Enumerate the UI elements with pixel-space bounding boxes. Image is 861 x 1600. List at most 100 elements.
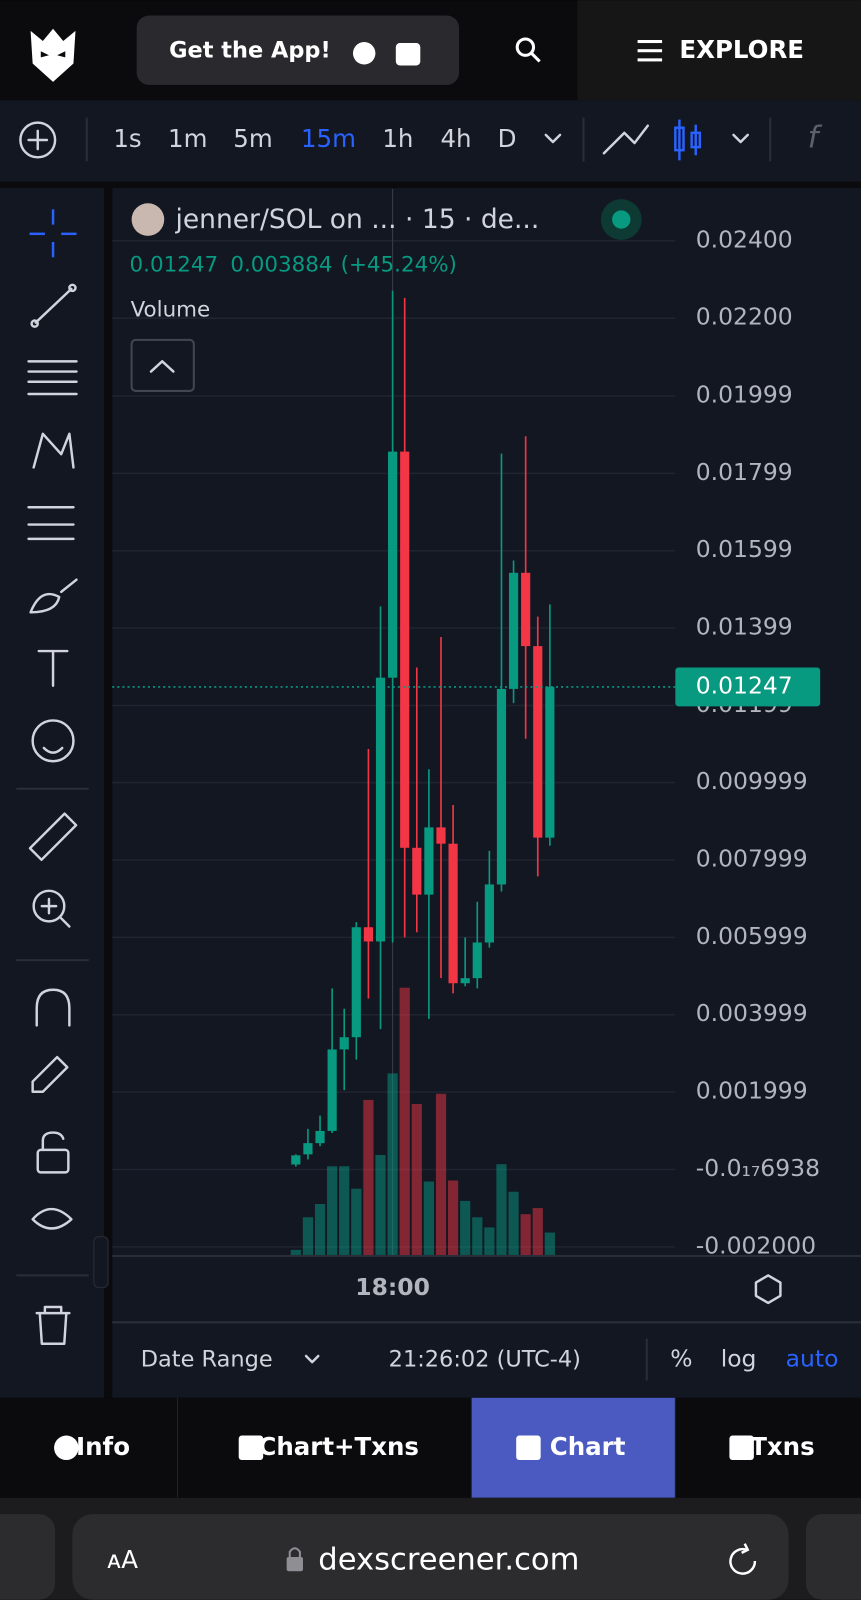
volume-bar [290,1249,301,1255]
menu-icon[interactable] [637,39,663,62]
fib-tool[interactable] [27,360,78,396]
y-tick-label: 0.005999 [696,922,808,950]
date-range[interactable]: Date Range [141,1347,273,1373]
y-tick-label: -0.0₁₇6938 [696,1154,820,1182]
candle-body [533,646,543,838]
tab[interactable]: Chart+Txns [258,1432,419,1461]
candle-style[interactable] [674,119,702,161]
line-style[interactable] [602,124,650,155]
explore-bg [577,0,861,101]
interval[interactable]: 1h [382,124,413,153]
chart-pane [112,187,861,1398]
volume-bar [484,1227,495,1255]
address-bar[interactable] [72,1514,789,1600]
indicator-toggle-icon [149,360,175,373]
interval[interactable]: 1s [113,124,141,153]
candle-body [291,1155,301,1165]
y-tick-label: 0.009999 [696,767,808,795]
search-icon[interactable] [515,37,541,63]
volume-bar [339,1166,350,1255]
tab-icon [238,1435,264,1461]
text-size-button[interactable]: ᴀA [107,1545,138,1574]
ruler-tool[interactable] [28,812,78,862]
next-tab[interactable] [805,1514,861,1600]
candle-body [508,572,519,689]
brush-tool[interactable] [29,578,78,614]
indicator-toggle[interactable] [130,338,195,392]
scale-option[interactable]: % [670,1345,692,1373]
delete-tool[interactable] [35,1305,71,1345]
volume-bar [472,1217,483,1255]
toolbar [0,100,861,182]
reload[interactable] [729,1543,757,1575]
candle-body [484,884,494,943]
apple-icon [352,42,376,65]
date-range-dropdown[interactable] [304,1354,320,1364]
lock-shackle [288,1547,301,1557]
logo[interactable] [30,28,76,82]
candle-body [363,927,374,942]
zoom-tool[interactable] [32,889,71,928]
get-app-button[interactable] [136,15,460,85]
explore-label[interactable]: EXPLORE [679,35,804,64]
magnet-tool[interactable] [35,988,71,1027]
lock-draw-tool[interactable] [31,1055,69,1093]
lock-tool[interactable] [36,1131,70,1174]
interval[interactable]: 4h [440,124,471,153]
pattern-tool[interactable] [32,432,75,469]
scale-option[interactable]: log [721,1345,757,1373]
volume-bar [375,1155,386,1255]
text-tool[interactable] [37,649,69,687]
candle-body [460,978,470,984]
add-indicator[interactable] [19,121,57,159]
candle-body [521,572,531,647]
settings-icon[interactable] [754,1274,782,1305]
interval-dropdown[interactable] [544,133,562,144]
candle-body [496,688,507,885]
tab[interactable]: Chart [550,1432,626,1461]
price-axis: 0.02400 0.02200 0.01999 0.01799 0.01599 0.013… [112,225,821,1259]
candle-body [388,451,398,678]
scale-options: % log auto [670,1345,838,1373]
tool-sidebar [0,187,105,1398]
interval[interactable]: 1m [168,124,207,153]
volume-bar [508,1191,519,1255]
forecast-tool[interactable] [27,505,75,541]
collapse-handle[interactable] [93,1236,109,1289]
volume-bar [460,1200,471,1255]
candle-body [400,451,410,848]
scale-option[interactable]: auto [786,1345,839,1373]
volume-bar [532,1208,543,1255]
intervals: 1s 1m 5m 15m 1h 4h D [113,124,516,153]
volume-bar [351,1188,362,1255]
prev-tab[interactable] [0,1514,56,1600]
volume-bar [327,1166,338,1255]
volume-bar [520,1214,531,1255]
trend-line-tool[interactable] [30,283,77,328]
android-icon [395,43,421,66]
tab-bar [0,1397,861,1498]
emoji-tool[interactable] [31,719,75,763]
y-tick-label: 0.02400 [696,225,793,253]
candle-body [424,827,434,895]
style-dropdown[interactable] [732,133,749,144]
lock-icon [286,1556,303,1572]
volume-pane [290,987,555,1255]
y-tick-label: 0.01999 [696,380,793,408]
hide-tool[interactable] [31,1207,73,1230]
tab[interactable]: Txns [750,1432,814,1461]
active-tab-bg [471,1397,676,1498]
y-tick-label: 0.01399 [696,613,793,641]
interval[interactable]: 15m [301,124,356,153]
tab[interactable]: Info [76,1432,130,1461]
candle-body [472,942,482,979]
candle-body [375,677,386,942]
legend-price: 0.01247 [130,252,219,277]
tab-icon [516,1435,541,1461]
interval[interactable]: D [498,124,517,153]
interval[interactable]: 5m [233,124,272,153]
crosshair-tool[interactable] [29,209,77,258]
volume-bar [363,1099,374,1255]
candle-body [412,847,422,895]
